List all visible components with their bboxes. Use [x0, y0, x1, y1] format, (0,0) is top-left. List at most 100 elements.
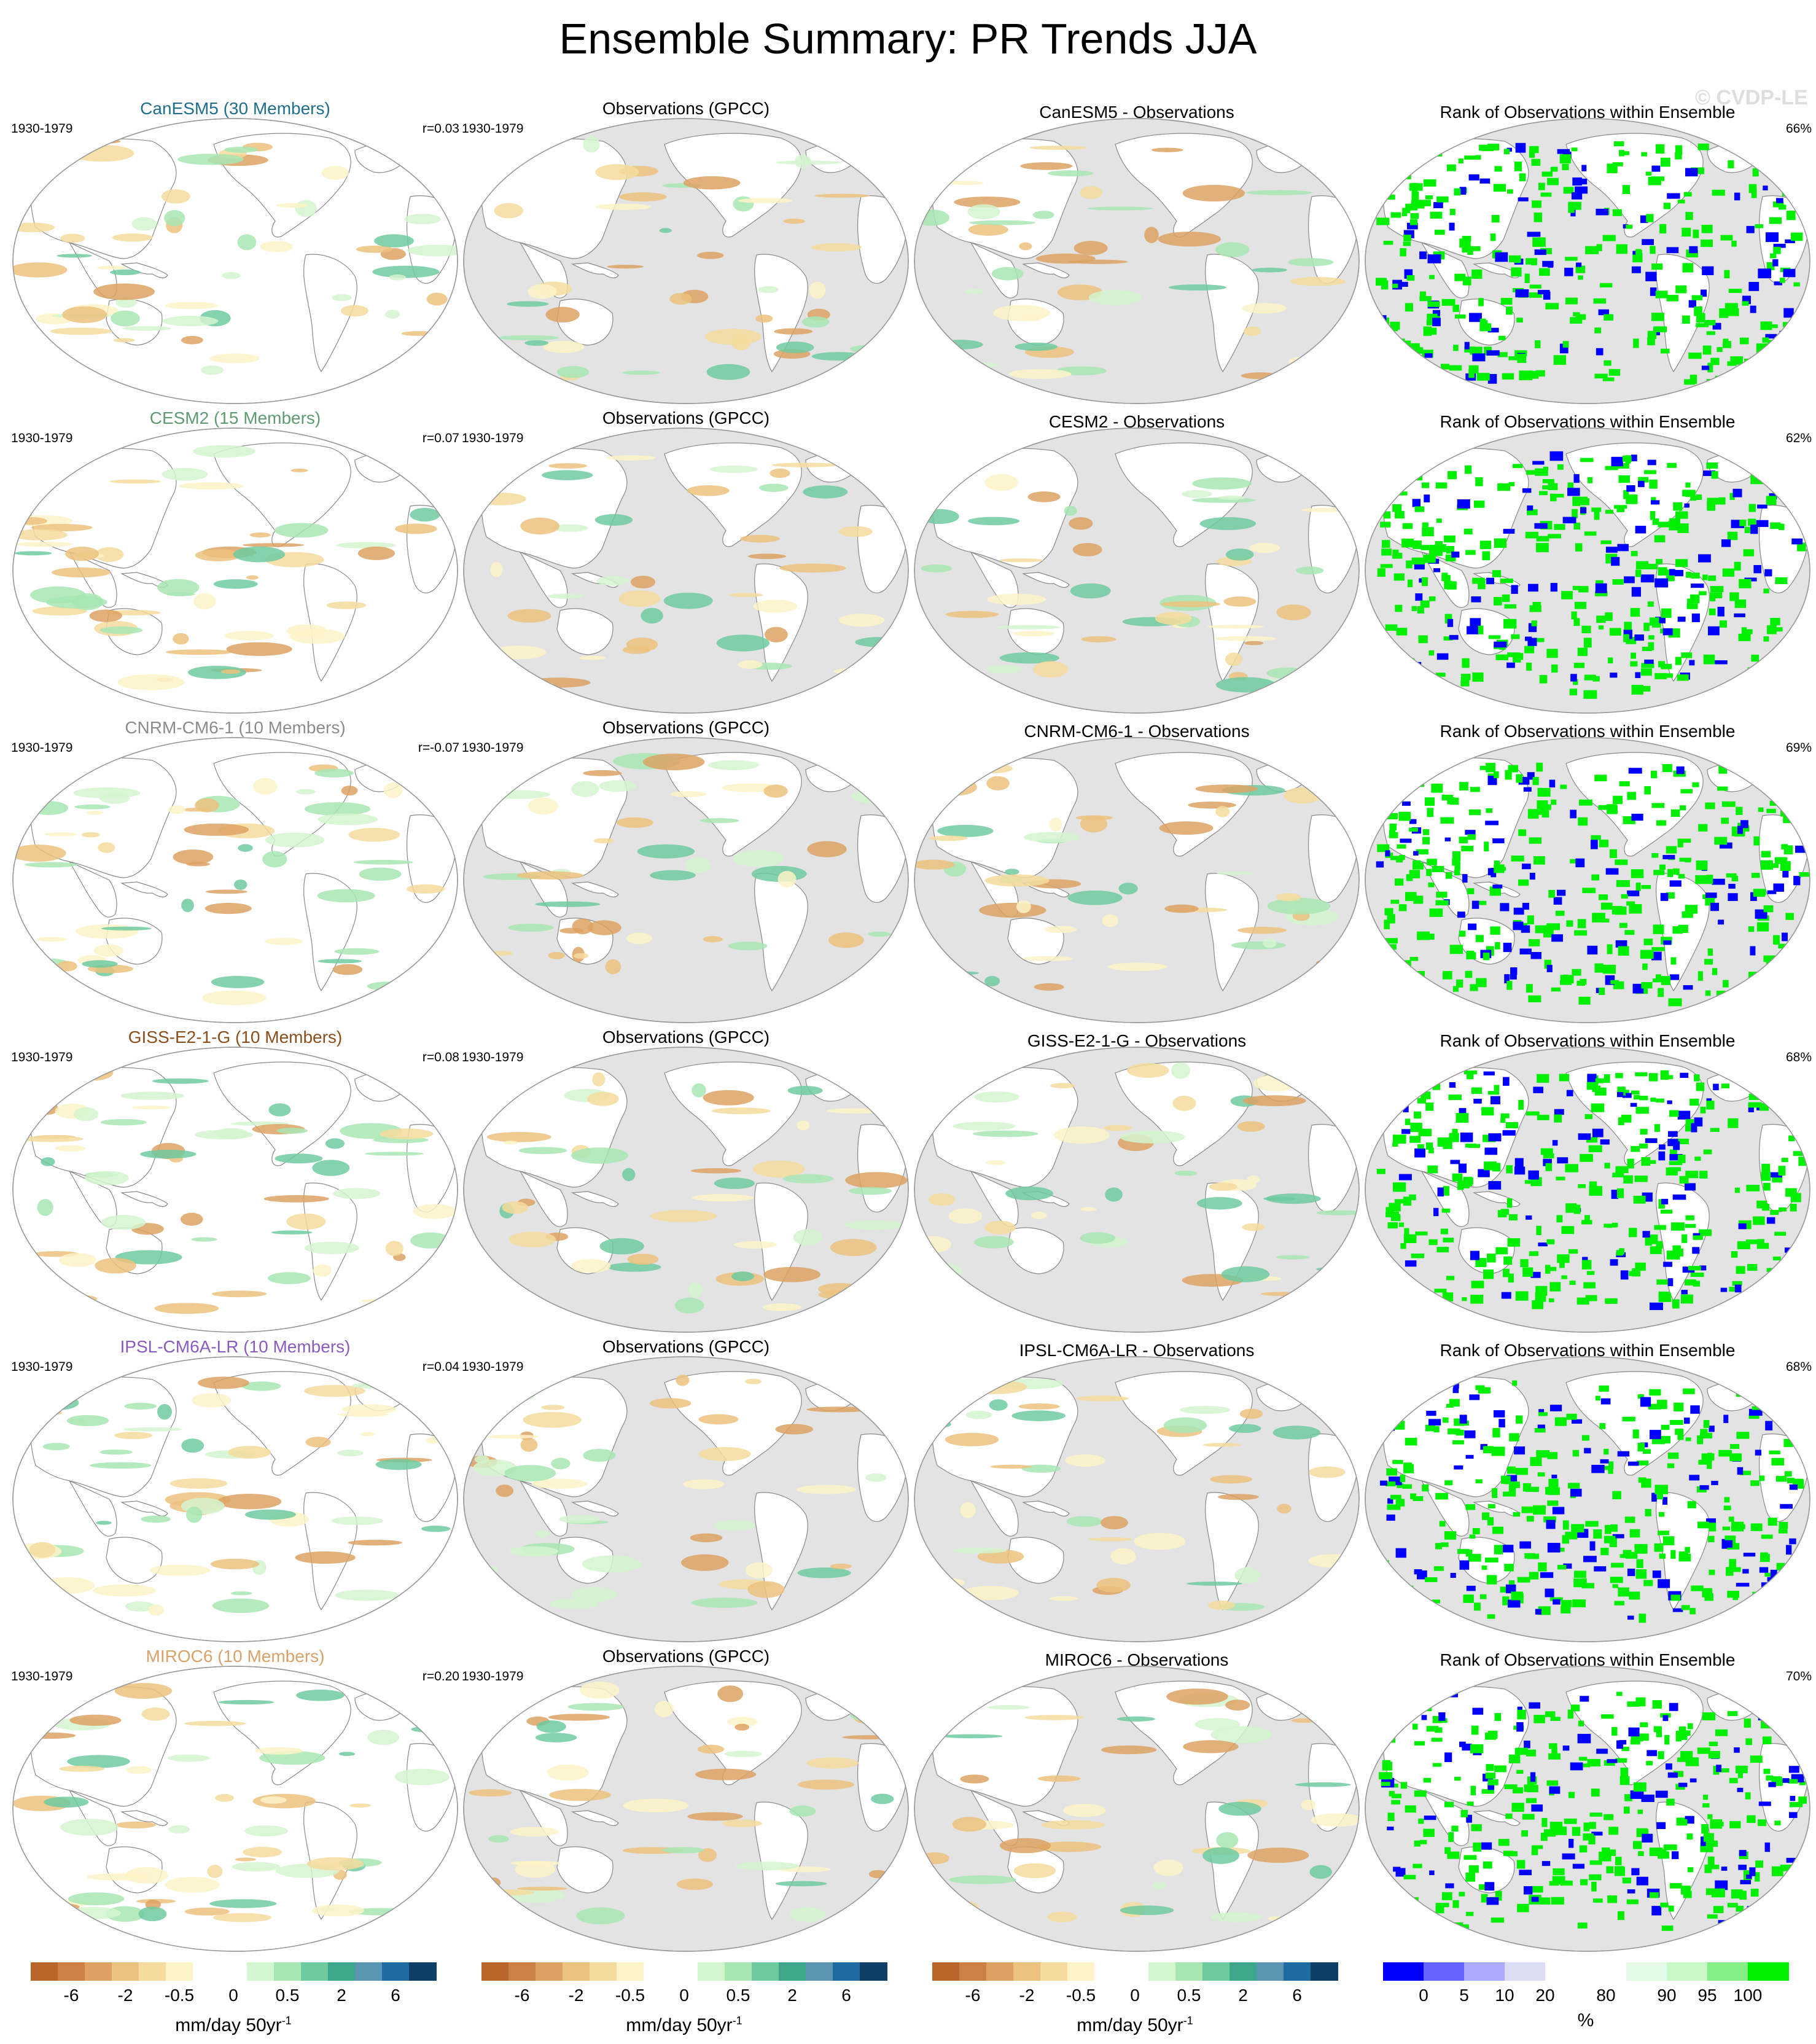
diff-panel: CanESM5 - Observations: [913, 98, 1361, 405]
colorbar-swatch: [1230, 1962, 1257, 1981]
colorbar-swatch: [274, 1962, 302, 1981]
colorbar-swatch: [860, 1962, 887, 1981]
colorbar-swatch: [1040, 1962, 1068, 1981]
colorbar-swatch: [85, 1962, 112, 1981]
colorbar-swatch: [247, 1962, 275, 1981]
world-map: [12, 737, 458, 1023]
colorbar-tick-label: 5: [1459, 1986, 1469, 2005]
colorbar-swatch: [1586, 1962, 1627, 1981]
diff-panel: MIROC6 - Observations: [913, 1646, 1361, 1953]
colorbar-tick-label: 0.5: [726, 1986, 750, 2005]
rank-panel: Rank of Observations within Ensemble 70%: [1363, 1646, 1812, 1953]
colorbar-swatch: [698, 1962, 725, 1981]
model-panel: CanESM5 (30 Members) 1930-1979 r=0.03: [11, 98, 459, 405]
rank-percent-label: 69%: [1785, 741, 1812, 755]
obs-title: Observations (GPCC): [602, 1337, 770, 1356]
period-label: 1930-1979: [11, 431, 73, 445]
colorbar-tick-label: 95: [1697, 1986, 1717, 2005]
colorbar-swatch: [1464, 1962, 1505, 1981]
colorbar-tick-label: -2: [1019, 1986, 1035, 2005]
colorbar-tick-label: 0.5: [275, 1986, 300, 2005]
correlation-label: r=0.20: [422, 1669, 459, 1683]
model-panel: MIROC6 (10 Members) 1930-1979 r=0.20: [11, 1646, 459, 1953]
colorbar-swatch: [644, 1962, 671, 1981]
rank-percent-label: 68%: [1785, 1360, 1812, 1374]
colorbar-tick-label: 20: [1535, 1986, 1555, 2005]
colorbar-swatch: [1626, 1962, 1667, 1981]
model-title: CNRM-CM6-1 (10 Members): [125, 718, 346, 737]
colorbar-tick-label: -2: [117, 1986, 133, 2005]
colorbar-swatch: [779, 1962, 806, 1981]
period-label: 1930-1979: [462, 1360, 524, 1374]
colorbar-tick-label: 2: [1238, 1986, 1248, 2005]
world-map: [1365, 118, 1810, 404]
colorbar-tick-label: 2: [787, 1986, 797, 2005]
rank-panel: Rank of Observations within Ensemble 68%: [1363, 1027, 1812, 1334]
world-map: [463, 1356, 909, 1642]
colorbar-tick-label: 2: [337, 1986, 346, 2005]
colorbar-swatch: [1257, 1962, 1284, 1981]
colorbar-swatch: [409, 1962, 437, 1981]
colorbar-tick-label: 0: [1419, 1986, 1428, 2005]
obs-title: Observations (GPCC): [602, 718, 770, 737]
colorbar-swatch: [1284, 1962, 1311, 1981]
colorbar-tick-label: 6: [1292, 1986, 1302, 2005]
colorbar-swatch: [1175, 1962, 1203, 1981]
colorbar-units: mm/day 50yr-1: [175, 2015, 292, 2035]
world-map: [463, 737, 909, 1023]
colorbar-swatch: [139, 1962, 166, 1981]
model-panel: CESM2 (15 Members) 1930-1979 r=0.07: [11, 408, 459, 715]
colorbar-swatch: [752, 1962, 779, 1981]
colorbar-swatch: [1013, 1962, 1041, 1981]
correlation-label: r=-0.07: [418, 741, 459, 755]
rank-percent-label: 62%: [1785, 431, 1812, 445]
colorbar-tick-label: -6: [965, 1986, 981, 2005]
rank-percent-label: 70%: [1785, 1669, 1812, 1683]
colorbar-tick-label: 80: [1596, 1986, 1616, 2005]
colorbar-tick-label: 0: [679, 1986, 689, 2005]
colorbar-swatch: [833, 1962, 860, 1981]
period-label: 1930-1979: [11, 122, 73, 136]
rank-panel: Rank of Observations within Ensemble 68%: [1363, 1336, 1812, 1644]
colorbar-swatch: [112, 1962, 139, 1981]
model-title: CanESM5 (30 Members): [140, 99, 330, 118]
period-label: 1930-1979: [11, 741, 73, 755]
diff-panel: IPSL-CM6A-LR - Observations: [913, 1336, 1361, 1644]
world-map: [1365, 1047, 1810, 1333]
world-map: [1365, 427, 1810, 714]
colorbar-swatch: [1311, 1962, 1338, 1981]
colorbar-swatch: [355, 1962, 383, 1981]
colorbar-tick-label: 6: [841, 1986, 851, 2005]
period-label: 1930-1979: [11, 1669, 73, 1683]
period-label: 1930-1979: [11, 1360, 73, 1374]
colorbar-swatch: [509, 1962, 536, 1981]
colorbar-tick-label: -0.5: [1066, 1986, 1096, 2005]
correlation-label: r=0.08: [422, 1050, 459, 1064]
model-title: IPSL-CM6A-LR (10 Members): [120, 1337, 351, 1356]
world-map: [463, 1047, 909, 1333]
colorbar-swatch: [166, 1962, 193, 1981]
colorbar-swatch: [932, 1962, 960, 1981]
obs-title: Observations (GPCC): [602, 99, 770, 118]
world-map: [914, 118, 1360, 404]
world-map: [463, 1666, 909, 1952]
model-title: MIROC6 (10 Members): [146, 1647, 325, 1666]
rank-percent-label: 66%: [1785, 122, 1812, 136]
world-map: [1365, 1356, 1810, 1642]
world-map: [12, 1666, 458, 1952]
colorbar-swatch: [563, 1962, 590, 1981]
world-map: [463, 427, 909, 714]
colorbar-swatch: [1202, 1962, 1230, 1981]
diff-panel: CESM2 - Observations: [913, 408, 1361, 715]
model-panel: CNRM-CM6-1 (10 Members) 1930-1979 r=-0.07: [11, 717, 459, 1024]
colorbar-swatch: [481, 1962, 509, 1981]
colorbar-tick-label: -6: [63, 1986, 79, 2005]
colorbar-units: mm/day 50yr-1: [1077, 2015, 1193, 2035]
obs-title: Observations (GPCC): [602, 408, 770, 427]
colorbar-tick-label: -0.5: [164, 1986, 195, 2005]
model-title: CESM2 (15 Members): [149, 408, 321, 427]
colorbar-swatch: [590, 1962, 617, 1981]
world-map: [914, 737, 1360, 1023]
colorbar-tick-label: -6: [514, 1986, 530, 2005]
colorbar-swatch: [328, 1962, 356, 1981]
